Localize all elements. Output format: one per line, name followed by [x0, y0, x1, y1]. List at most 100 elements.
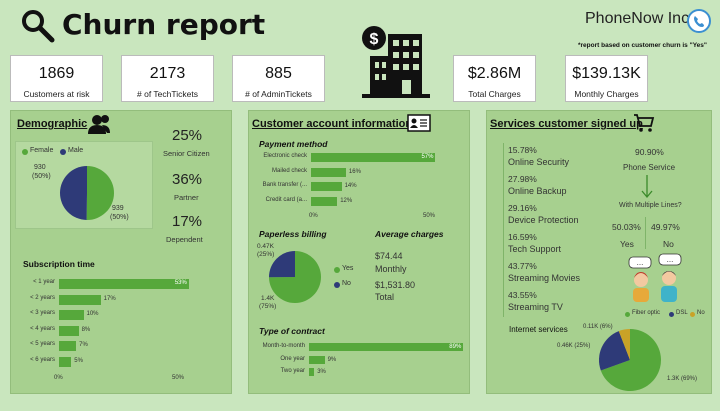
bar-category-label: Electronic check [263, 153, 307, 159]
services-title: Services customer signed up [490, 118, 643, 130]
service-name: Streaming TV [508, 302, 563, 312]
legend-female: Female [30, 147, 54, 154]
internet-services-title: Internet services [509, 325, 568, 334]
multi-no-label: No [663, 239, 674, 249]
bar-value-label: 8% [81, 326, 91, 333]
service-name: Tech Support [508, 244, 562, 254]
bar[interactable] [59, 356, 72, 367]
contract-bar-chart: Month-to-month 89% One year 9% Two year 3% [249, 343, 471, 383]
pie-slice-yes[interactable] [269, 251, 321, 303]
bar-value-label: 12% [340, 197, 353, 204]
bar[interactable] [311, 167, 346, 177]
chat-people-icon: ... ... [627, 253, 685, 304]
phone-icon[interactable] [686, 8, 712, 34]
svg-text:$: $ [370, 31, 379, 48]
phone-service-label: Phone Service [623, 163, 676, 172]
avg-monthly-value: $74.44 [375, 251, 403, 261]
axis-tick: 50% [172, 375, 185, 381]
senior-label: Senior Citizen [163, 149, 210, 158]
pie-slice-dsl[interactable] [599, 331, 630, 371]
id-card-icon [407, 113, 431, 133]
bar-value-label: 3% [317, 369, 326, 375]
service-pct: 15.78% [508, 145, 537, 155]
bar-category-label: < 2 years [30, 294, 55, 301]
kpi-label: # of AdminTickets [245, 89, 312, 99]
service-pct: 43.77% [508, 261, 537, 271]
legend-yes: Yes [342, 265, 354, 272]
axis-tick: 0% [309, 213, 318, 219]
service-pct: 27.98% [508, 174, 537, 184]
multi-yes-pct: 50.03% [612, 222, 641, 232]
legend-no-dot [334, 282, 340, 288]
paperless-yes-label: 1.4K [261, 295, 275, 302]
axis-tick: 0% [54, 375, 63, 381]
legend-dsl-dot [669, 312, 674, 317]
internet-pie-chart [599, 329, 661, 391]
bar[interactable] [59, 294, 101, 305]
phone-service-pct: 90.90% [635, 147, 664, 157]
service-pct: 16.59% [508, 232, 537, 242]
bar[interactable] [311, 182, 342, 191]
account-title: Customer account information [252, 118, 413, 130]
kpi-value: 1869 [38, 65, 75, 82]
legend-fiber-dot [625, 312, 630, 317]
kpi-value: 2173 [149, 65, 186, 82]
dependent-value: 17% [172, 213, 203, 230]
legend-fiber: Fiber optic [632, 310, 661, 316]
search-icon [20, 8, 56, 44]
bar-category-label: Credit card (a... [265, 196, 307, 203]
bar-value-label: 89% [449, 344, 462, 350]
senior-value: 25% [172, 127, 203, 144]
bar-category-label: Month-to-month [262, 343, 305, 349]
bar[interactable] [311, 153, 436, 162]
kpi-monthly-charges: $139.13K Monthly Charges [565, 55, 648, 102]
bar-category-label: < 5 years [30, 341, 55, 347]
subscription-title: Subscription time [23, 259, 95, 269]
services-list: 15.78% Online Security 27.98% Online Bac… [503, 143, 603, 317]
internet-label-dsl: 0.46K (25%) [557, 343, 591, 349]
bar[interactable] [59, 310, 84, 320]
gender-pie-box: Female Male 930 (50%) 939 (50%) [15, 141, 153, 229]
pie-slice-no[interactable] [618, 329, 630, 360]
pie-slice-female[interactable] [86, 166, 114, 220]
bar-value-label: 57% [421, 154, 434, 160]
kpi-value: 885 [265, 65, 292, 82]
report-note: *report based on customer churn is "Yes" [578, 42, 707, 49]
legend-female-dot [22, 149, 28, 155]
bar-category-label: Two year [280, 368, 305, 374]
bar-value-label: 5% [74, 357, 83, 364]
multi-divider [645, 217, 646, 249]
pie-label-female-pct: (50%) [110, 214, 129, 221]
bar-value-label: 53% [174, 280, 187, 286]
kpi-customers-at-risk: 1869 Customers at risk [10, 55, 103, 102]
payment-bar-chart: Electronic check 57% Mailed check 16% Bank t… [249, 151, 471, 211]
demographic-title: Demographic [17, 118, 88, 130]
bar[interactable] [311, 196, 338, 206]
payment-title: Payment method [259, 139, 328, 149]
arrow-down-icon [641, 175, 653, 199]
bar[interactable] [59, 325, 79, 336]
axis-tick: 50% [423, 213, 436, 219]
kpi-value: $2.86M [467, 65, 522, 82]
contract-title: Type of contract [259, 326, 325, 336]
pie-slice-male[interactable] [60, 166, 87, 220]
bar[interactable] [59, 341, 77, 351]
bar[interactable] [309, 343, 464, 351]
kpi-label: Total Charges [468, 89, 521, 99]
service-pct: 43.55% [508, 290, 537, 300]
svg-text:...: ... [637, 258, 644, 267]
pie-slice-no[interactable] [269, 251, 295, 278]
bar-value-label: 14% [344, 183, 357, 189]
svg-text:...: ... [667, 255, 674, 264]
services-panel: Services customer signed up 15.78% Onlin… [486, 110, 712, 394]
bar-category-label: < 3 years [30, 310, 55, 316]
pie-slice-fiber-optic[interactable] [600, 329, 661, 391]
kpi-admin-tickets: 885 # of AdminTickets [232, 55, 325, 102]
bar[interactable] [59, 279, 189, 289]
legend-male: Male [68, 147, 84, 154]
bar[interactable] [309, 368, 315, 376]
brand-name: PhoneNow Inc. [585, 10, 694, 27]
bar[interactable] [309, 355, 325, 364]
service-name: Online Security [508, 157, 570, 167]
pie-label-male: 930 [34, 164, 46, 171]
